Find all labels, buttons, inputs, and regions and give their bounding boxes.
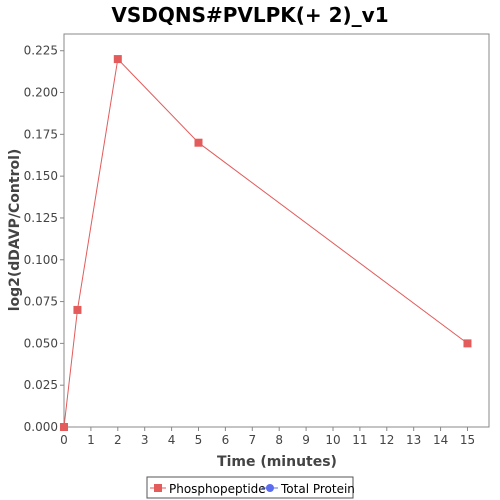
x-tick-label: 3: [141, 433, 149, 447]
x-tick-label: 2: [114, 433, 122, 447]
x-tick-label: 14: [433, 433, 448, 447]
x-tick-label: 4: [168, 433, 176, 447]
y-tick-label: 0.000: [24, 420, 58, 434]
legend-box: [146, 476, 354, 499]
y-tick-label: 0.150: [24, 169, 58, 183]
x-tick-label: 8: [275, 433, 283, 447]
legend-label-phosphopeptide: Phosphopeptide: [169, 482, 266, 496]
x-tick-label: 11: [352, 433, 367, 447]
y-tick-label: 0.225: [24, 44, 58, 58]
y-axis: 0.000 0.025 0.050 0.075 0.100 0.125 0.150 0.175…: [24, 44, 64, 434]
x-tick-label: 10: [325, 433, 340, 447]
y-tick-label: 0.175: [24, 127, 58, 141]
x-tick-label: 9: [302, 433, 310, 447]
y-tick-label: 0.025: [24, 378, 58, 392]
x-tick-label: 6: [222, 433, 230, 447]
y-tick-label: 0.050: [24, 336, 58, 350]
data-point: [194, 138, 203, 147]
x-axis: 0 1 2 3 4 5 6 7 8 9 10 11 12 13 14 15: [60, 427, 475, 447]
y-axis-label: log2(dDAVP/Control): [7, 149, 23, 312]
data-point: [60, 423, 68, 431]
legend-label-total-protein: Total Protein: [280, 482, 355, 496]
x-tick-label: 1: [87, 433, 95, 447]
y-tick-label: 0.100: [24, 253, 58, 267]
x-tick-label: 13: [406, 433, 421, 447]
y-tick-label: 0.075: [24, 295, 58, 309]
data-point: [73, 305, 82, 314]
legend: Phosphopeptide Total Protein: [146, 476, 355, 499]
x-axis-label: Time (minutes): [217, 454, 337, 470]
y-tick-label: 0.125: [24, 211, 58, 225]
x-tick-label: 0: [60, 433, 68, 447]
x-tick-label: 5: [195, 433, 203, 447]
legend-marker-total-protein: [266, 484, 274, 492]
x-tick-label: 12: [379, 433, 394, 447]
x-tick-label: 7: [248, 433, 256, 447]
plot-area: [63, 33, 490, 428]
chart-title: VSDQNS#PVLPK(+ 2)_v1: [111, 3, 388, 27]
series-layer: [60, 55, 472, 431]
legend-marker-phosphopeptide: [154, 484, 162, 492]
data-point: [463, 339, 472, 348]
y-tick-label: 0.200: [24, 86, 58, 100]
x-tick-label: 15: [460, 433, 475, 447]
data-point: [113, 55, 122, 64]
